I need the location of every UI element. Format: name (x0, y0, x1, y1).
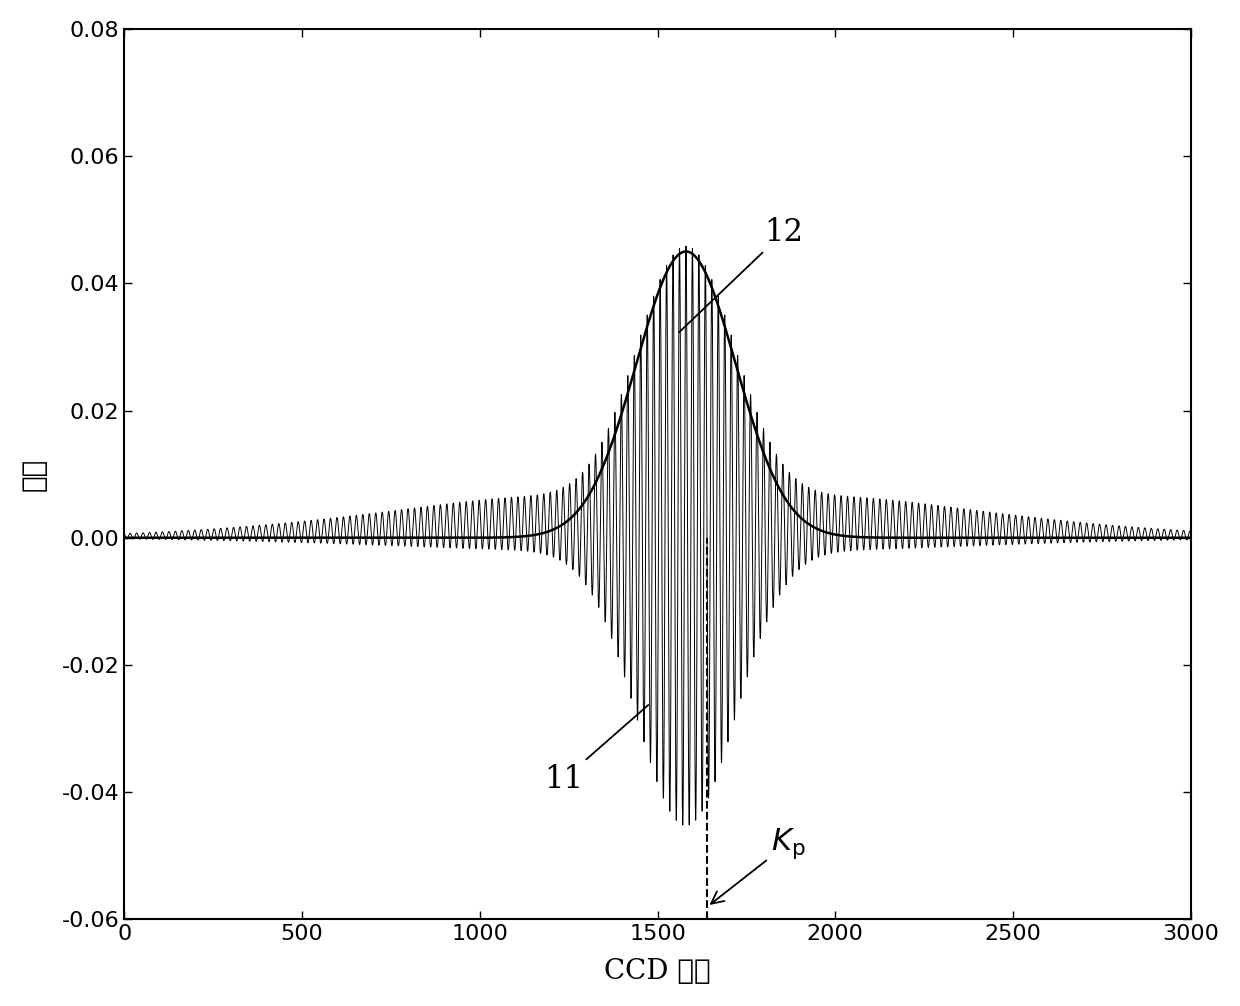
Y-axis label: 强度: 强度 (21, 458, 48, 491)
Text: 12: 12 (680, 217, 804, 332)
Text: 11: 11 (544, 705, 649, 795)
Text: $K_\mathrm{p}$: $K_\mathrm{p}$ (711, 826, 806, 903)
X-axis label: CCD 像元: CCD 像元 (604, 958, 711, 985)
